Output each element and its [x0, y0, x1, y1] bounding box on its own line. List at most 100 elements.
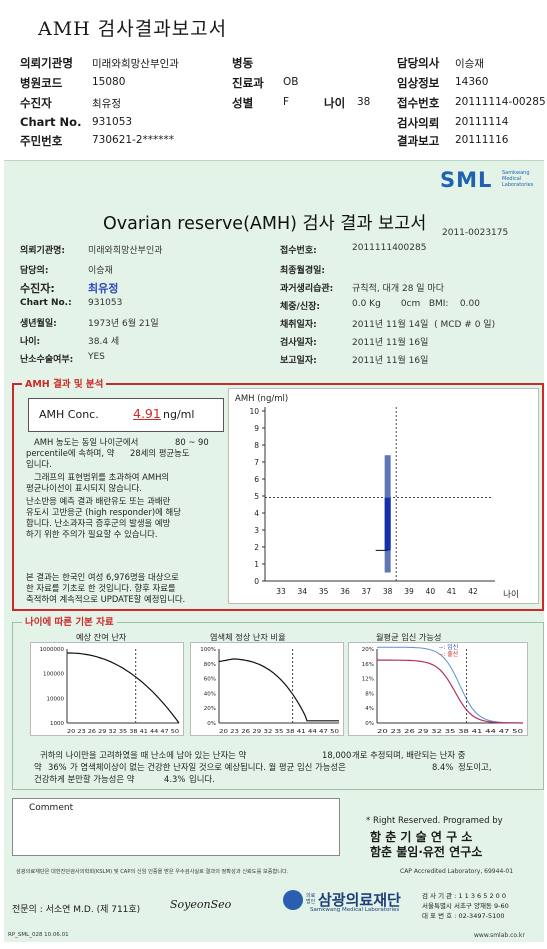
amh-concentration-box: AMH Conc. 4.91 ng/ml [28, 398, 224, 432]
amh-conc-unit: ng/ml [163, 408, 195, 421]
patient-name: 최유정 [88, 282, 119, 295]
y-tick-label: 6 [254, 475, 259, 484]
cap-accreditation: CAP Accredited Laboratory, 69944-01 [400, 868, 514, 875]
analysis-text: 28세의 평균농도 [130, 448, 190, 458]
org-name: 삼광의료재단 [318, 891, 401, 909]
summary-text: 귀하의 나이만을 고려하였을 때 난소에 남아 있는 난자는 약 [40, 750, 247, 760]
org-name-en: Samkwang Medical Laboratories [310, 907, 400, 913]
analysis-text: 유도시 고반응군 (high responder)에 해당 [26, 507, 181, 517]
info-label: 나이: [20, 337, 41, 347]
y-tick-label: 4 [254, 509, 259, 518]
mini-y-tick-label: 1000000 [40, 647, 65, 653]
pregnancy-chance-chart: 20% 16% 12% 8% 4% 0% 20 23 26 29 32 35 38 41 4… [348, 642, 528, 736]
normal-chromosome-chart: 100% 80% 60% 40% 20% 0% 20 23 26 29 32 35 38 4… [190, 642, 344, 736]
info-value: 931053 [88, 298, 123, 308]
header-value: 931053 [92, 116, 133, 128]
mini-y-tick-label: 60% [204, 677, 216, 683]
mini-chart-title: 염색체 정상 난자 비율 [210, 632, 286, 642]
contact-line: 검 사 기 관 : 1 1 3 6 5 2 0 0 [422, 892, 506, 900]
summary-text: 입니다. [189, 774, 215, 784]
report-title: Ovarian reserve(AMH) 검사 결과 보고서 [103, 214, 427, 234]
website: www.smlab.co.kr [474, 932, 525, 939]
x-tick-label: 42 [468, 587, 478, 596]
y-tick-label: 7 [254, 458, 259, 467]
header-label: 주민번호 [20, 134, 63, 148]
info-value: 규칙적, 대개 28 일 마다 [352, 284, 444, 294]
y-tick-label: 9 [254, 424, 259, 433]
info-value: 미래와희망산부인과 [88, 246, 163, 256]
interquartile-bar [384, 497, 391, 551]
header-value: F [283, 96, 290, 108]
info-label: 접수번호: [280, 246, 317, 256]
header-value: 14360 [455, 76, 489, 88]
legend-pregnancy: --: 임신 [439, 643, 458, 651]
analysis-disclaimer: 한 자료를 기초로 한 것입니다. 향후 자료를 [26, 583, 176, 593]
header-value: 20111114 [455, 116, 509, 128]
mini-y-tick-label: 20% [362, 647, 374, 653]
x-tick-label: 38 [383, 587, 393, 596]
info-label: 검사일자: [280, 338, 317, 348]
pregnancy-curve [377, 646, 523, 724]
mini-y-tick-label: 20% [204, 706, 216, 712]
summary-text: 건강하게 분만할 가능성은 약 [34, 774, 135, 784]
header-value: 730621-2****** [92, 134, 175, 146]
header-label: 병원코드 [20, 76, 63, 90]
info-label: 과거생리습관: [280, 284, 334, 294]
age-data-section [12, 622, 544, 790]
legend-birth: --: 출산 [439, 650, 459, 658]
header-label: 성별 [232, 96, 254, 110]
info-label: 난소수술여부: [20, 355, 74, 365]
x-tick-label: 40 [426, 587, 436, 596]
summary-text: 정도이고, [458, 762, 492, 772]
amh-conc-value: 4.91 [133, 406, 161, 421]
mini-y-tick-label: 0% [365, 721, 374, 727]
info-value: 2011년 11월 14일 ( MCD # 0 일) [352, 320, 496, 330]
analysis-text: 입니다. [26, 459, 52, 469]
normal-chromosome-curve [218, 658, 339, 722]
analysis-text: AMH 농도는 동일 나이군에서 [34, 437, 139, 447]
x-tick-label: 41 [447, 587, 457, 596]
mini-y-tick-label: 80% [204, 662, 216, 668]
info-label: Chart No.: [20, 298, 72, 308]
mini-y-tick-label: 40% [204, 691, 216, 697]
birth-chance-value: 4.3% [164, 774, 186, 784]
y-tick-label: 1 [254, 560, 259, 569]
sml-logo-subtitle: Samkwang Medical Laboratories [502, 170, 534, 188]
analysis-text: 난소반응 예측 결과 배란유도 또는 과배란 [26, 496, 171, 506]
percentile-range: 80 ~ 90 [175, 437, 209, 447]
header-label: 담당의사 [397, 56, 440, 70]
info-label: 체중/신장: [280, 302, 321, 312]
mini-x-tick-labels: 20 23 26 29 32 35 38 41 44 47 50 [377, 729, 523, 735]
summary-text: 가 염색체이상이 없는 건강한 난자일 것으로 예상됩니다. 월 평균 임신 가… [70, 762, 346, 772]
lab-name-2: 함춘 불임·유전 연구소 [370, 845, 483, 859]
info-value: 38.4 세 [88, 337, 120, 347]
remaining-eggs-value: 18,000 [322, 750, 352, 760]
analysis-text: percentile에 속하며, 약 [26, 448, 115, 458]
contact-line: 서울특별시 서초구 양재동 9-60 [422, 902, 509, 910]
amh-chart-panel: AMH (ng/ml) 0 1 2 3 4 5 6 7 8 9 10 33 34 35 36 37 38 39 40 4… [228, 388, 539, 604]
x-tick-label: 34 [298, 587, 308, 596]
remaining-eggs-chart: 1000000 100000 10000 1000 20 23 26 29 32 35 … [30, 642, 184, 736]
summary-text: 약 [34, 762, 42, 772]
certification-note: 삼광의료재단은 대한진단검사의학회(KSLM) 및 CAP의 신임 인증을 받은… [16, 869, 289, 875]
x-tick-label: 37 [362, 587, 372, 596]
header-label: 접수번호 [397, 96, 440, 110]
info-value: 이승재 [88, 266, 113, 276]
amh-conc-label: AMH Conc. [39, 408, 99, 421]
amh-result-section [12, 383, 544, 611]
comment-label: Comment [29, 803, 74, 813]
header-label: Chart No. [20, 115, 82, 129]
x-axis-label: 나이 [503, 589, 519, 600]
y-tick-label: 2 [254, 543, 259, 552]
info-value: 0.0 Kg 0cm BMI: 0.00 [352, 299, 480, 309]
x-tick-label: 35 [319, 587, 329, 596]
header-label: 의뢰기관명 [20, 56, 73, 70]
x-tick-label: 33 [276, 587, 286, 596]
remaining-eggs-curve [67, 652, 180, 724]
analysis-note: 평균나이선이 표시되지 않습니다. [26, 483, 142, 493]
analysis-disclaimer: 본 결과는 한국인 여성 6,976명을 대상으로 [26, 572, 179, 582]
header-label: 병동 [232, 56, 254, 70]
mini-y-tick-label: 8% [365, 691, 374, 697]
amh-section-title: AMH 결과 및 분석 [22, 376, 107, 390]
